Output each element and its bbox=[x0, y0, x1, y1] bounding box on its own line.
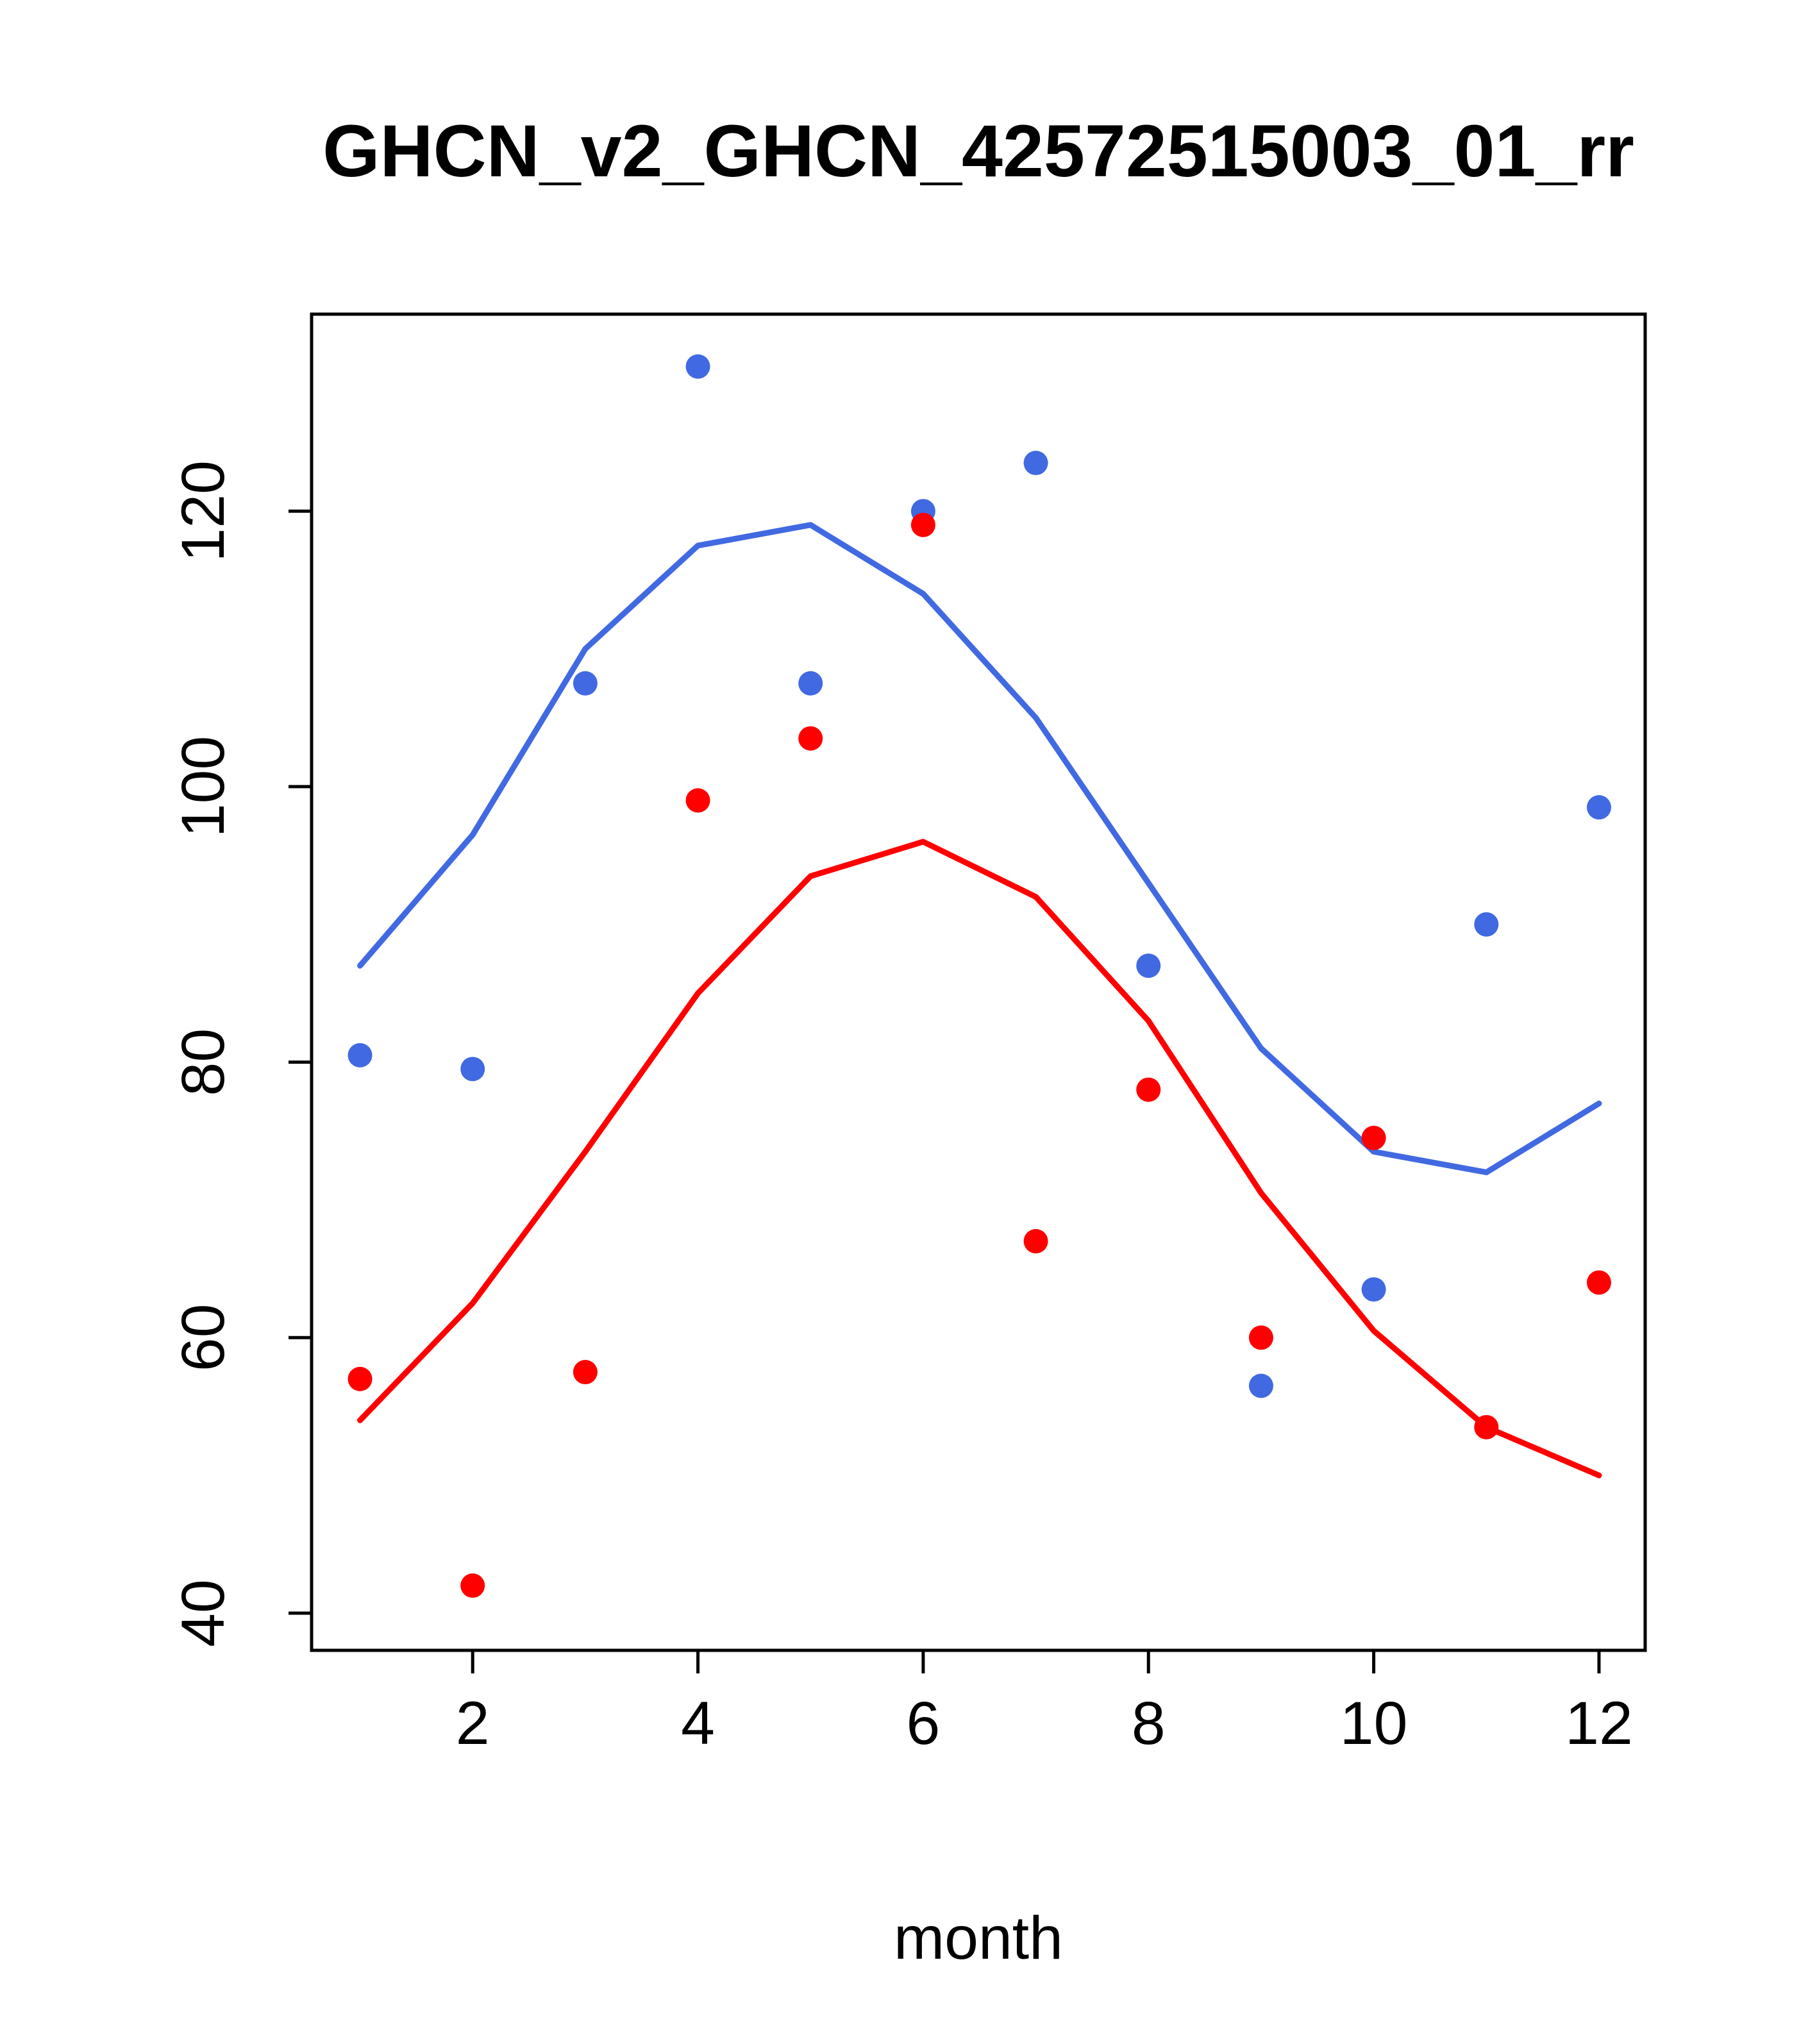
blue-monthly-points-marker bbox=[1023, 451, 1048, 476]
red-monthly-points-marker bbox=[347, 1366, 373, 1391]
x-tick-label: 12 bbox=[1565, 1689, 1633, 1757]
y-tick-label: 60 bbox=[169, 1303, 237, 1371]
x-tick-label: 2 bbox=[456, 1689, 490, 1757]
red-monthly-points-marker bbox=[1023, 1228, 1048, 1253]
red-smoothed-line bbox=[357, 839, 1602, 1479]
series-layer bbox=[347, 354, 1611, 1598]
blue-smoothed-line bbox=[357, 522, 1602, 1175]
x-tick-label: 10 bbox=[1340, 1689, 1408, 1757]
blue-monthly-points-marker bbox=[573, 671, 598, 696]
x-tick-label: 8 bbox=[1132, 1689, 1166, 1757]
red-monthly-points-marker bbox=[1361, 1125, 1386, 1150]
chart-title: GHCN_v2_GHCN_42572515003_01_rr bbox=[322, 110, 1634, 192]
x-tick-label: 4 bbox=[681, 1689, 715, 1757]
y-tick-label: 80 bbox=[169, 1028, 237, 1096]
red-monthly-points-marker bbox=[1474, 1414, 1499, 1439]
y-tick-label: 120 bbox=[169, 460, 237, 562]
red-monthly-points-marker bbox=[1248, 1325, 1273, 1350]
x-tick-label: 6 bbox=[906, 1689, 940, 1757]
blue-monthly-points-marker bbox=[1474, 912, 1499, 937]
x-axis-label: month bbox=[894, 1904, 1063, 1972]
blue-monthly-points-marker bbox=[685, 354, 710, 379]
red-monthly-points-marker bbox=[460, 1573, 485, 1598]
blue-monthly-points-marker bbox=[347, 1043, 373, 1068]
red-monthly-points-marker bbox=[798, 726, 823, 751]
red-monthly-points-marker bbox=[685, 788, 710, 813]
red-monthly-points-marker bbox=[573, 1360, 598, 1385]
blue-monthly-points-marker bbox=[1361, 1277, 1386, 1302]
blue-monthly-points-marker bbox=[460, 1057, 485, 1082]
blue-monthly-points-marker bbox=[1586, 795, 1611, 820]
red-monthly-points-marker bbox=[1586, 1270, 1611, 1295]
x-axis-ticks: 2 4 6 8 10 12 bbox=[456, 1650, 1633, 1757]
blue-monthly-points-marker bbox=[1136, 953, 1161, 978]
blue-monthly-points-marker bbox=[798, 671, 823, 696]
y-tick-label: 40 bbox=[169, 1579, 237, 1647]
red-monthly-points-marker bbox=[1136, 1077, 1161, 1102]
red-monthly-points-marker bbox=[910, 512, 935, 537]
plot-box bbox=[310, 312, 1647, 1652]
y-tick-label: 100 bbox=[169, 736, 237, 838]
y-axis-ticks: 40 60 80 100 120 bbox=[169, 460, 312, 1647]
blue-monthly-points-marker bbox=[1248, 1373, 1273, 1398]
